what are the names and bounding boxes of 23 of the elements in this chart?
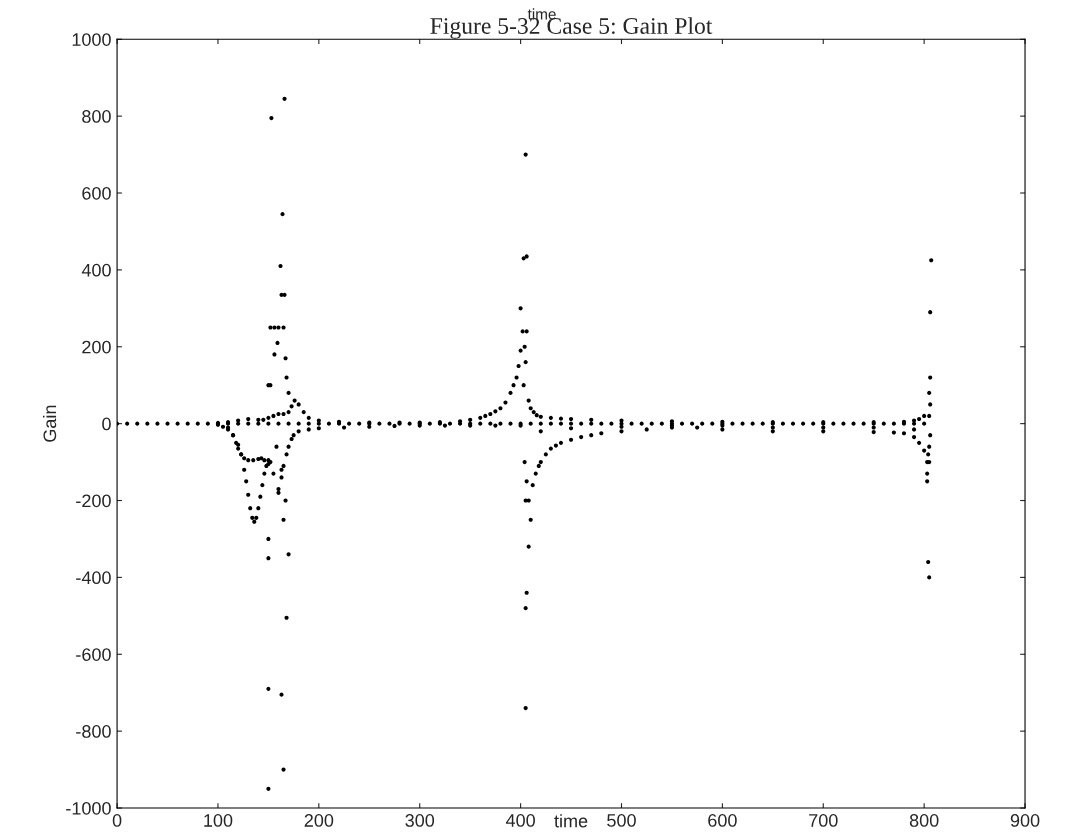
y-tick-label: -1000 (66, 801, 111, 815)
y-tick-label: 400 (81, 263, 111, 277)
x-tick-label: 400 (505, 814, 535, 827)
y-tick-label: 800 (82, 110, 111, 123)
y-tick-label: 600 (82, 186, 111, 200)
x-tick-label: 800 (909, 814, 939, 827)
y-tick-label: 1000 (72, 33, 111, 46)
y-axis-title: Gain (42, 405, 57, 442)
x-tick-label: 700 (809, 814, 838, 827)
y-tick-label: -600 (76, 648, 111, 661)
x-tick-label: 200 (304, 814, 334, 827)
y-tick-label: 200 (82, 340, 111, 354)
y-tick-label: -800 (76, 725, 111, 738)
x-axis-title: time (554, 814, 588, 828)
x-tick-label: 0 (112, 814, 122, 827)
x-tick-label: 500 (607, 814, 636, 827)
x-tick-label: 300 (405, 814, 435, 827)
y-tick-label: 0 (102, 417, 111, 431)
x-tick-label: 100 (204, 814, 233, 827)
x-tick-label: 900 (1010, 814, 1040, 827)
y-tick-label: -200 (76, 494, 111, 508)
x-tick-label: 600 (708, 814, 737, 827)
y-tick-label: -400 (76, 571, 111, 585)
